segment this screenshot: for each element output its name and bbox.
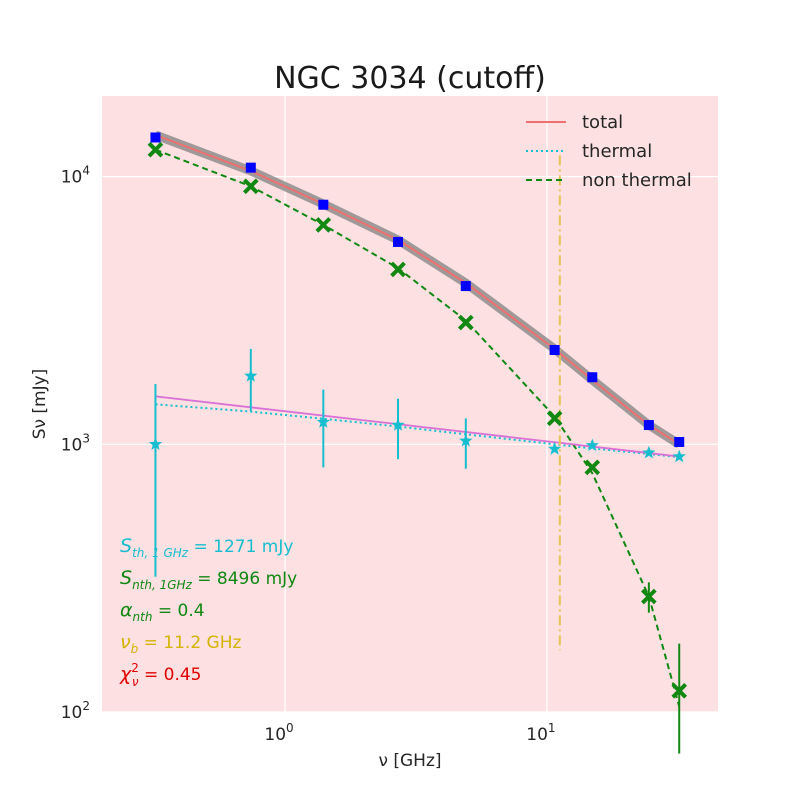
thermal-point: [585, 438, 599, 452]
annotation-symbol: χ: [119, 663, 132, 685]
annotation-value: = 1271 mJy: [188, 537, 293, 557]
y-tick-exponent: 4: [82, 164, 90, 178]
observed-point: [549, 345, 560, 356]
series-line-non-thermal: [155, 148, 681, 707]
nonthermal-point: [671, 682, 688, 699]
nonthermal-point: [147, 141, 164, 158]
y-axis-label: Sν [mJy]: [30, 369, 50, 440]
chart-title: NGC 3034 (cutoff): [274, 61, 546, 96]
observed-point: [460, 281, 471, 292]
observed-point: [393, 236, 404, 247]
nonthermal-point: [457, 314, 474, 331]
thermal-point: [672, 449, 686, 463]
y-tick-label: 102: [61, 699, 90, 723]
nonthermal-point: [584, 459, 601, 476]
observed-point: [643, 420, 654, 431]
annotation-symbol: ν: [120, 631, 131, 653]
x-tick-label: 101: [526, 721, 555, 745]
annotation-symbol: S: [120, 567, 132, 589]
nonthermal-point: [641, 588, 657, 605]
annotation-superscript: 2: [131, 661, 139, 675]
data-layer: [147, 130, 688, 754]
annotation-subscript: ν: [132, 675, 139, 689]
legend-label-thermal: thermal: [582, 141, 652, 162]
annotation-subscript: b: [131, 642, 139, 656]
nonthermal-point: [242, 178, 259, 195]
thermal-point: [642, 445, 656, 459]
annotation-subscript: nth, 1GHz: [132, 578, 193, 592]
legend-label-non-thermal: non thermal: [582, 170, 692, 191]
observed-point: [318, 199, 329, 210]
x-tick-label: 100: [264, 721, 293, 745]
thermal-point: [548, 442, 562, 455]
annotation-value: = 11.2 GHz: [138, 633, 241, 653]
annotation-4: χ2 ν = 0.45: [119, 661, 202, 689]
y-tick-exponent: 2: [82, 699, 90, 713]
annotation-1: Snth, 1GHz = 8496 mJy: [120, 567, 297, 592]
y-tick-label: 103: [61, 431, 90, 455]
observed-point: [587, 372, 598, 383]
annotation-value: = 0.4: [152, 601, 204, 621]
annotation-3: νb = 11.2 GHz: [120, 631, 242, 656]
observed-point: [245, 162, 256, 173]
y-tick-exponent: 3: [82, 431, 90, 445]
annotation-value: = 0.45: [139, 665, 202, 685]
x-tick-exponent: 1: [548, 721, 556, 735]
annotation-value: = 8496 mJy: [192, 569, 297, 589]
annotation-symbol: S: [120, 535, 132, 557]
thermal-point: [316, 415, 330, 428]
nonthermal-point: [390, 261, 406, 278]
thermal-point: [391, 418, 405, 431]
legend-label-total: total: [582, 112, 623, 133]
nonthermal-point: [546, 410, 563, 427]
annotation-subscript: nth: [133, 610, 153, 624]
annotation-0: Sth, 1 GHz = 1271 mJy: [120, 535, 293, 560]
thermal-point: [459, 433, 473, 447]
thermal-point: [244, 369, 258, 382]
legend: total thermal non thermal: [526, 112, 692, 191]
y-tick-label: 104: [61, 164, 90, 188]
annotation-2: αnth = 0.4: [120, 599, 205, 624]
observed-point: [674, 436, 685, 447]
x-axis-label: ν [GHz]: [378, 751, 441, 771]
observed-point: [150, 132, 161, 143]
annotation-subscript: th, 1 GHz: [132, 546, 189, 560]
grid: [102, 96, 718, 713]
annotation-symbol: α: [120, 599, 133, 621]
x-tick-exponent: 0: [286, 721, 294, 735]
nonthermal-point: [315, 217, 332, 233]
thermal-point: [148, 437, 163, 450]
